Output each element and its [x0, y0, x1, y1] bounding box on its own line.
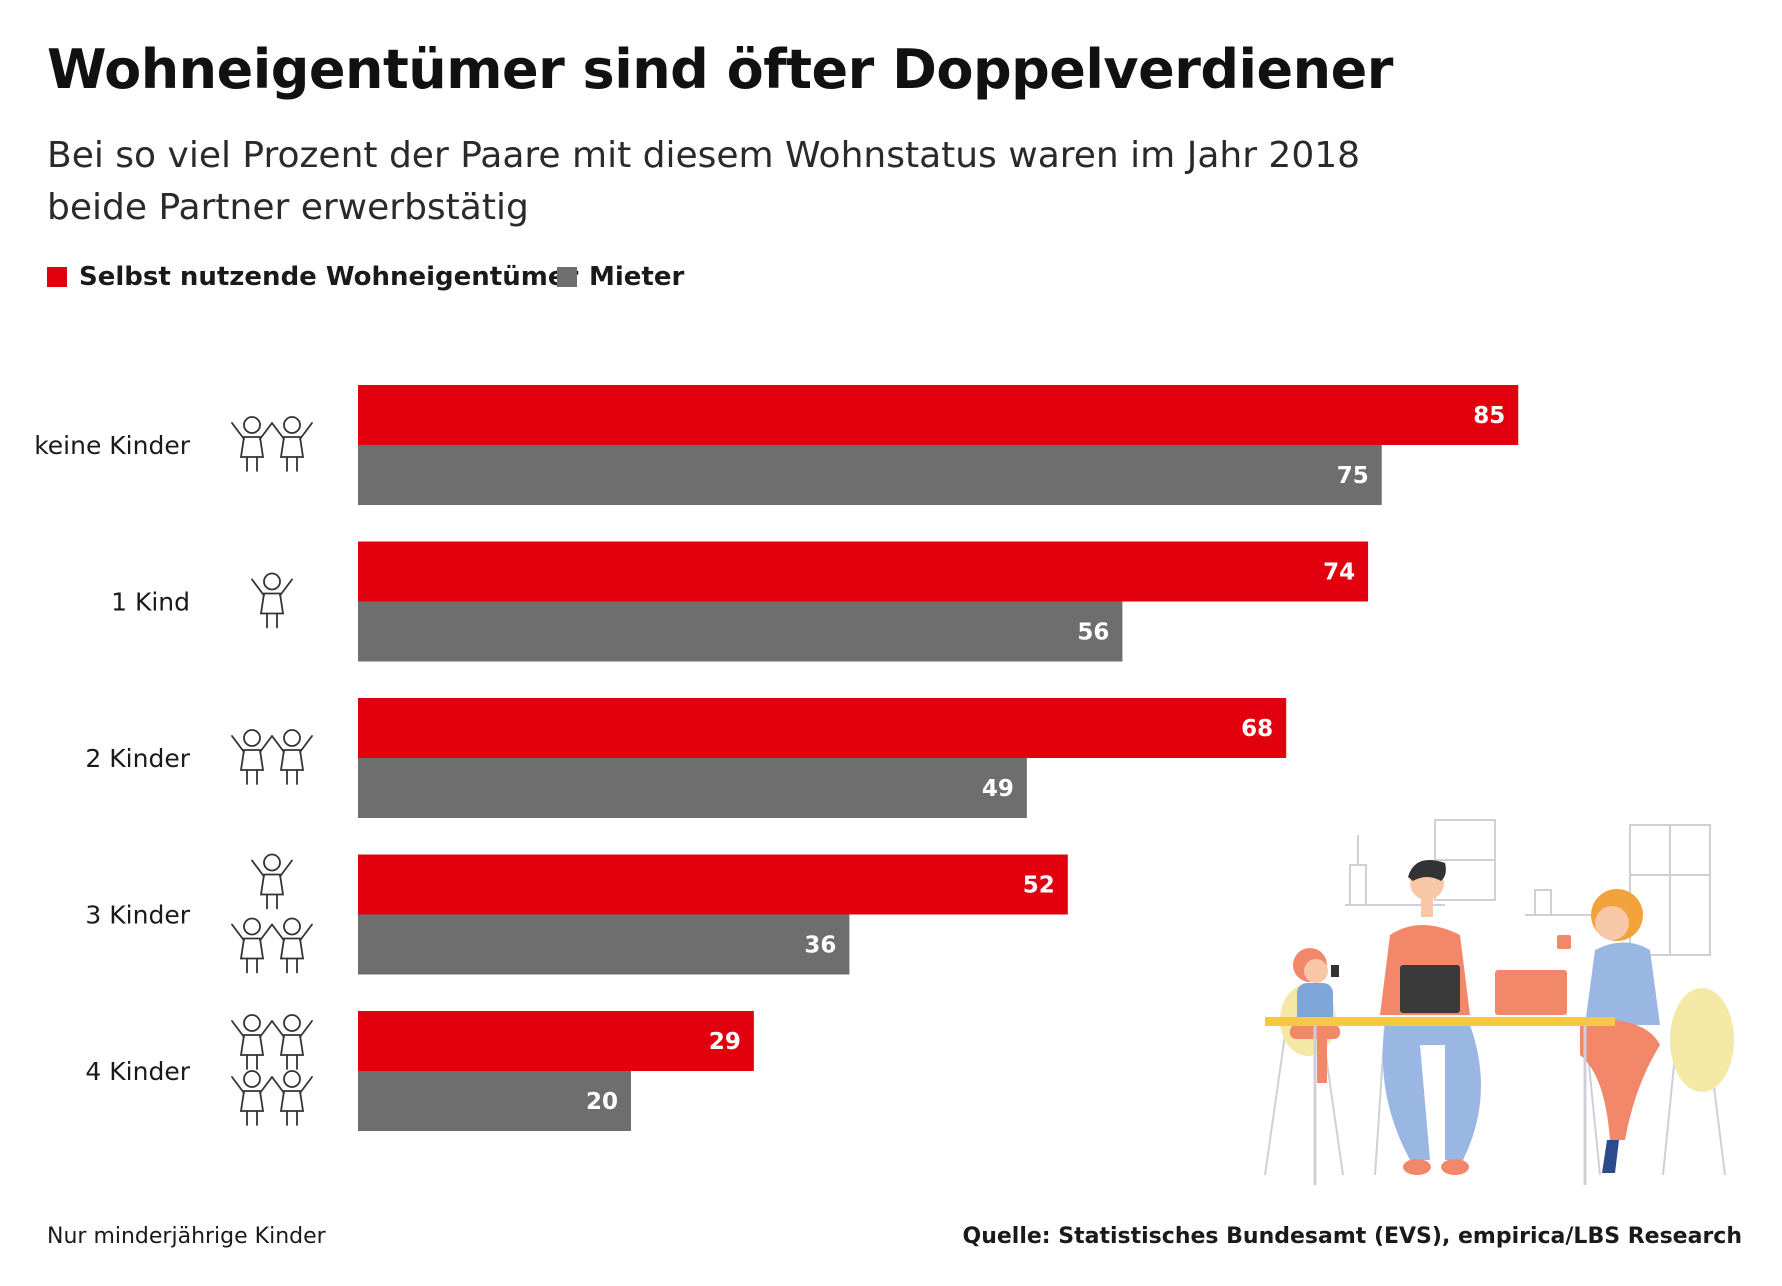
bar-owner: [358, 698, 1287, 758]
four-children-icon: [231, 1070, 273, 1126]
bar-renter: [358, 758, 1027, 818]
data-label: 56: [1077, 620, 1109, 646]
data-label: 29: [709, 1029, 741, 1055]
data-label: 68: [1241, 716, 1273, 742]
bar-owner: [358, 1011, 754, 1071]
bar-renter: [358, 914, 850, 975]
category-label: 1 Kind: [111, 588, 190, 617]
legend-item-owner: Selbst nutzende Wohneigentümer: [47, 262, 578, 292]
chart-subtitle: Bei so viel Prozent der Paare mit diesem…: [47, 130, 1447, 234]
legend-label-owner: Selbst nutzende Wohneigentümer: [79, 262, 579, 292]
bar-renter: [358, 445, 1382, 505]
footnote: Nur minderjährige Kinder: [47, 1224, 326, 1249]
two-children-icon: [231, 729, 273, 785]
legend-swatch-owner: [47, 267, 67, 287]
data-label: 36: [804, 933, 836, 959]
three-children-icon: [231, 917, 273, 974]
subtitle-line-2: beide Partner erwerbstätig: [47, 187, 529, 228]
data-label: 20: [586, 1089, 618, 1115]
four-children-icon: [271, 1070, 313, 1126]
data-label: 74: [1323, 560, 1355, 586]
family-illustration: [1264, 819, 1734, 1185]
four-children-icon: [271, 1014, 313, 1070]
category-label: 3 Kinder: [85, 901, 190, 930]
bar-renter: [358, 1071, 631, 1131]
four-children-icon: [231, 1014, 273, 1070]
category-label: keine Kinder: [34, 431, 191, 460]
bar-owner: [358, 541, 1369, 602]
data-label: 75: [1337, 463, 1369, 489]
data-label: 85: [1473, 403, 1505, 429]
legend-item-renter: Mieter: [557, 262, 684, 292]
legend-label-renter: Mieter: [589, 262, 685, 292]
data-label: 52: [1023, 873, 1055, 899]
category-label: 2 Kinder: [85, 744, 190, 773]
category-label: 4 Kinder: [85, 1057, 190, 1086]
bar-owner: [358, 385, 1519, 445]
one-child-icon: [251, 572, 293, 629]
three-children-icon: [271, 917, 313, 974]
bar-renter: [358, 601, 1123, 662]
two-children-icon: [231, 416, 273, 472]
chart-title: Wohneigentümer sind öfter Doppelverdiene…: [47, 38, 1393, 101]
two-children-icon: [271, 416, 313, 472]
source-note: Quelle: Statistisches Bundesamt (EVS), e…: [962, 1224, 1742, 1249]
bar-owner: [358, 854, 1068, 915]
subtitle-line-1: Bei so viel Prozent der Paare mit diesem…: [47, 135, 1361, 176]
two-children-icon: [271, 729, 313, 785]
legend-swatch-renter: [557, 267, 577, 287]
data-label: 49: [982, 776, 1014, 802]
three-children-icon: [251, 853, 293, 910]
